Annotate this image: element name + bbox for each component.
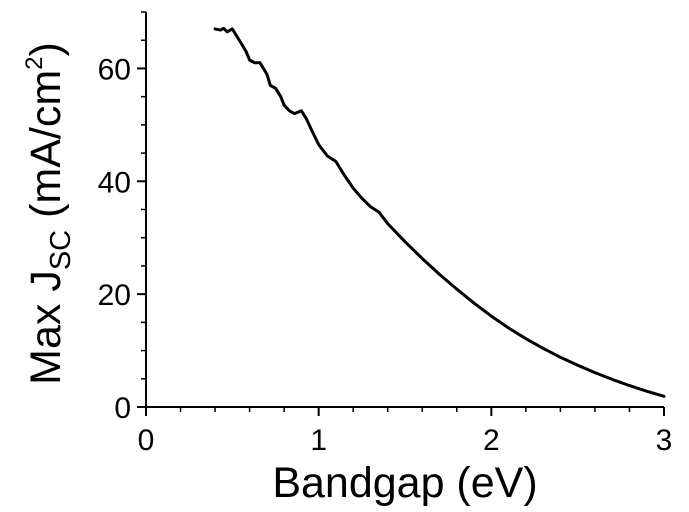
series-line [213, 26, 666, 398]
y-axis-title-superscript: 2 [21, 56, 48, 69]
x-tick-label: 3 [656, 424, 673, 457]
y-axis-title-subscript: SC [45, 230, 77, 270]
x-tick-label: 1 [310, 424, 327, 457]
major-ticks [137, 67, 665, 416]
x-tick-labels: 0 1 2 3 [138, 424, 673, 457]
y-tick-label: 20 [98, 279, 131, 312]
minor-ticks [141, 11, 631, 412]
y-axis-title-units-end: ) [22, 42, 70, 56]
y-axis-title-units: (mA/cm [22, 70, 70, 230]
x-tick-label: 0 [138, 424, 155, 457]
x-tick-label: 2 [483, 424, 500, 457]
y-tick-label: 40 [98, 166, 131, 199]
series-group [213, 26, 666, 398]
y-tick-labels: 0 20 40 60 [98, 53, 131, 425]
y-tick-label: 0 [114, 392, 131, 425]
x-axis-title: Bandgap (eV) [272, 459, 537, 507]
y-tick-label: 60 [98, 53, 131, 86]
y-axis-title: Max JSC (mA/cm2) [21, 42, 77, 385]
y-axis-title-prefix: Max J [22, 270, 70, 385]
